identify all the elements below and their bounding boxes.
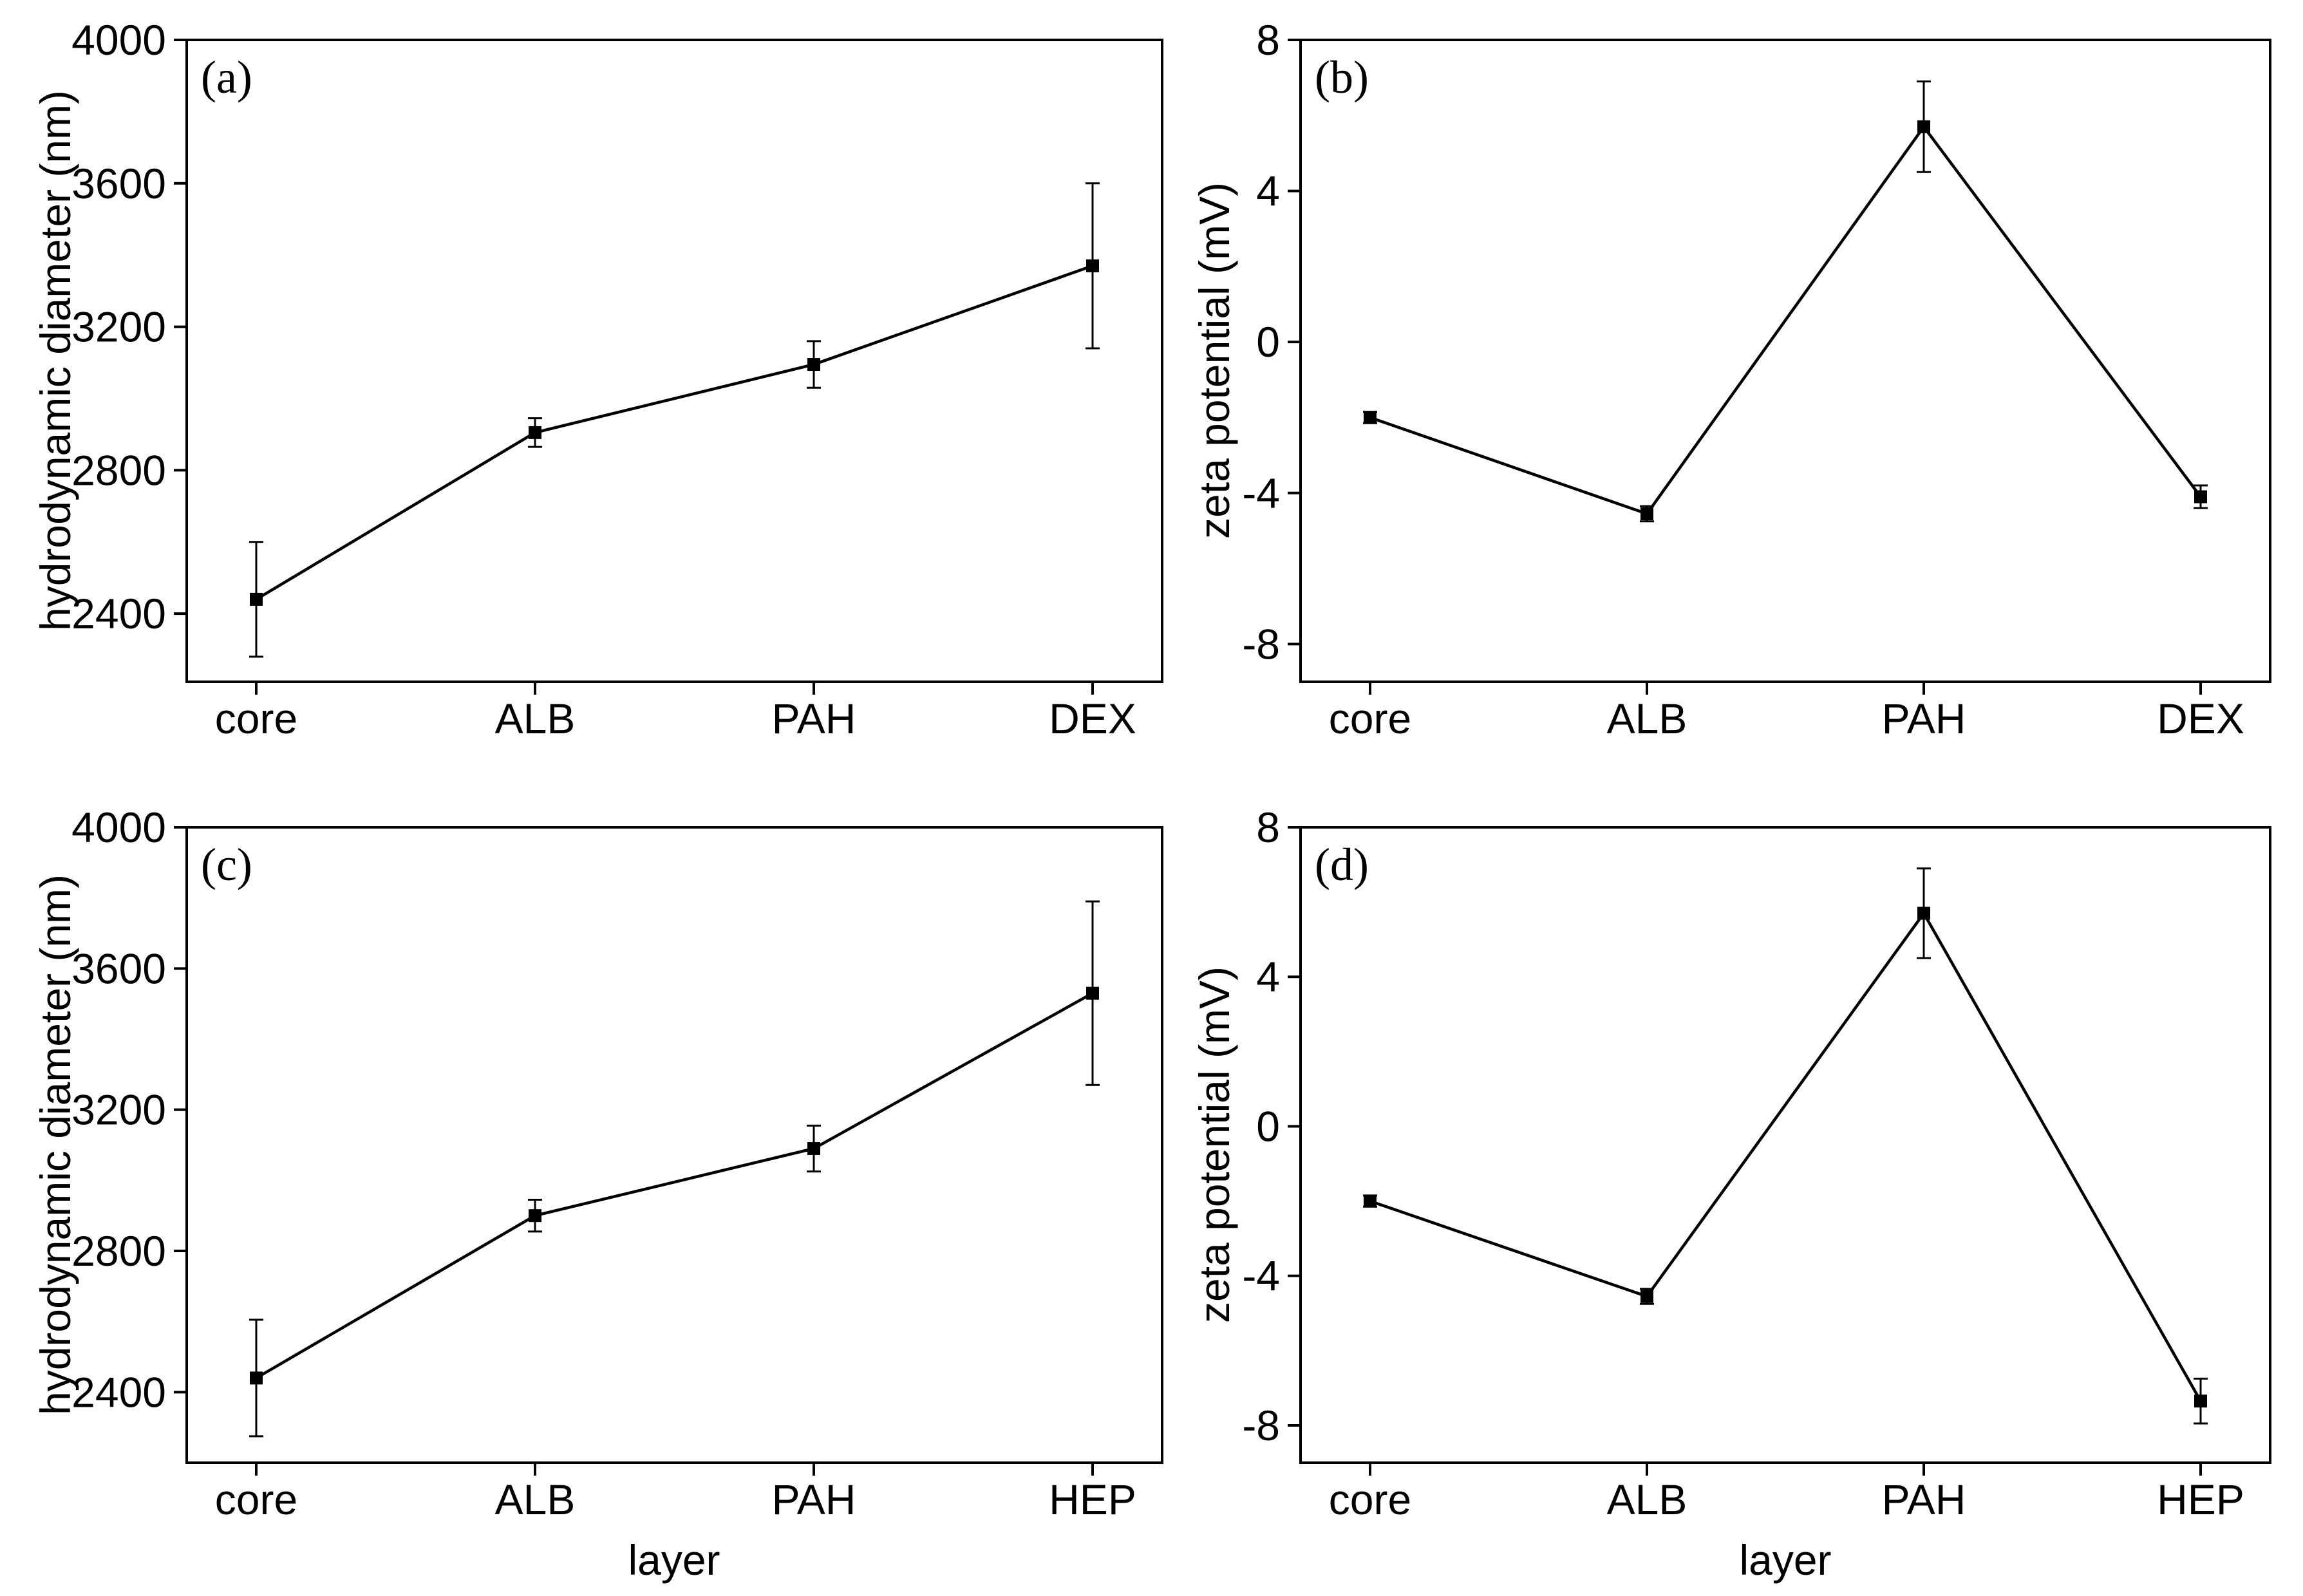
x-tick-label: PAH [1882, 695, 1966, 742]
data-point-PAH [1917, 906, 1930, 920]
panel-a: 2400 2800 3200 3600 4000 core ALB PAH DEX [71, 16, 1163, 742]
x-tick-label: ALB [495, 1476, 576, 1523]
y-tick-label: 8 [1256, 16, 1280, 64]
data-point-ALB [1640, 507, 1653, 521]
x-tick-label: PAH [772, 695, 856, 742]
x-axis-title-c: layer [628, 1536, 720, 1584]
data-point-ALB [529, 1209, 541, 1223]
data-point-DEX [2194, 490, 2207, 503]
data-point-HEP [1086, 986, 1099, 1000]
y-tick-label: -8 [1242, 620, 1280, 668]
y-tick-label: -4 [1242, 469, 1280, 517]
y-tick-label: 3600 [71, 944, 166, 992]
x-tick-label: ALB [1607, 695, 1687, 742]
y-axis-title-b: zeta potential (mV) [1190, 182, 1238, 539]
x-tick-label: DEX [1049, 695, 1136, 742]
data-point-PAH [1917, 120, 1930, 133]
x-tick-label: core [1329, 695, 1411, 742]
data-point-HEP [2194, 1394, 2207, 1408]
panel-label-d: (d) [1315, 839, 1369, 890]
data-point-PAH [807, 1141, 820, 1155]
data-point-DEX [1086, 259, 1099, 272]
plot-frame [185, 39, 1163, 683]
x-tick-label: core [215, 695, 297, 742]
x-tick-label: DEX [2157, 695, 2244, 742]
x-tick-label: core [215, 1476, 297, 1523]
x-tick-label: PAH [772, 1476, 856, 1523]
data-line [1369, 124, 2202, 516]
data-point-PAH [807, 358, 820, 371]
y-tick-label: 4000 [71, 16, 166, 64]
y-tick-label: 0 [1256, 318, 1280, 366]
data-line [255, 991, 1094, 1380]
x-tick-label: HEP [2157, 1476, 2244, 1523]
y-tick-label: 3200 [71, 303, 166, 351]
y-tick-label: -4 [1242, 1252, 1280, 1300]
panel-b: 8 4 0 -4 -8 core ALB PAH DEX [1242, 16, 2271, 742]
y-tick-label: 4 [1256, 167, 1280, 215]
x-axis-title-d: layer [1739, 1536, 1832, 1584]
y-tick-label: -8 [1242, 1402, 1280, 1449]
panel-label-a: (a) [201, 52, 252, 103]
data-line [1369, 910, 2202, 1402]
data-line [255, 264, 1093, 601]
x-tick-label: ALB [495, 695, 576, 742]
y-axis-title-c: hydrodynamic diameter (nm) [32, 874, 79, 1415]
y-tick-label: 3600 [71, 160, 166, 207]
data-point-core [1364, 411, 1377, 424]
data-point-ALB [529, 426, 541, 439]
y-tick-label: 2400 [71, 590, 166, 637]
x-tick-label: ALB [1607, 1476, 1687, 1523]
plot-frame [1299, 826, 2271, 1464]
plot-frame [185, 826, 1163, 1464]
y-tick-label: 8 [1256, 803, 1280, 851]
y-tick-label: 2400 [71, 1368, 166, 1416]
y-tick-label: 0 [1256, 1102, 1280, 1150]
y-tick-label: 4 [1256, 953, 1280, 1000]
data-point-ALB [1640, 1290, 1653, 1303]
data-point-core [1364, 1194, 1377, 1208]
panel-d: 8 4 0 -4 -8 core ALB PAH HEP [1242, 803, 2271, 1523]
y-tick-label: 3200 [71, 1086, 166, 1134]
panel-c: 2400 2800 3200 3600 4000 core ALB PAH HEP [71, 803, 1163, 1523]
y-tick-label: 4000 [71, 803, 166, 851]
x-tick-label: HEP [1049, 1476, 1136, 1523]
data-point-core [250, 1371, 263, 1385]
plot-frame [1299, 39, 2271, 683]
y-tick-label: 2800 [71, 1227, 166, 1275]
panel-label-c: (c) [201, 839, 252, 890]
x-tick-label: PAH [1882, 1476, 1966, 1523]
panel-label-b: (b) [1315, 52, 1369, 103]
x-tick-label: core [1329, 1476, 1411, 1523]
y-tick-label: 2800 [71, 446, 166, 494]
y-axis-title-d: zeta potential (mV) [1190, 966, 1238, 1323]
data-point-core [250, 592, 263, 606]
y-axis-title-a: hydrodynamic diameter (nm) [32, 90, 79, 631]
